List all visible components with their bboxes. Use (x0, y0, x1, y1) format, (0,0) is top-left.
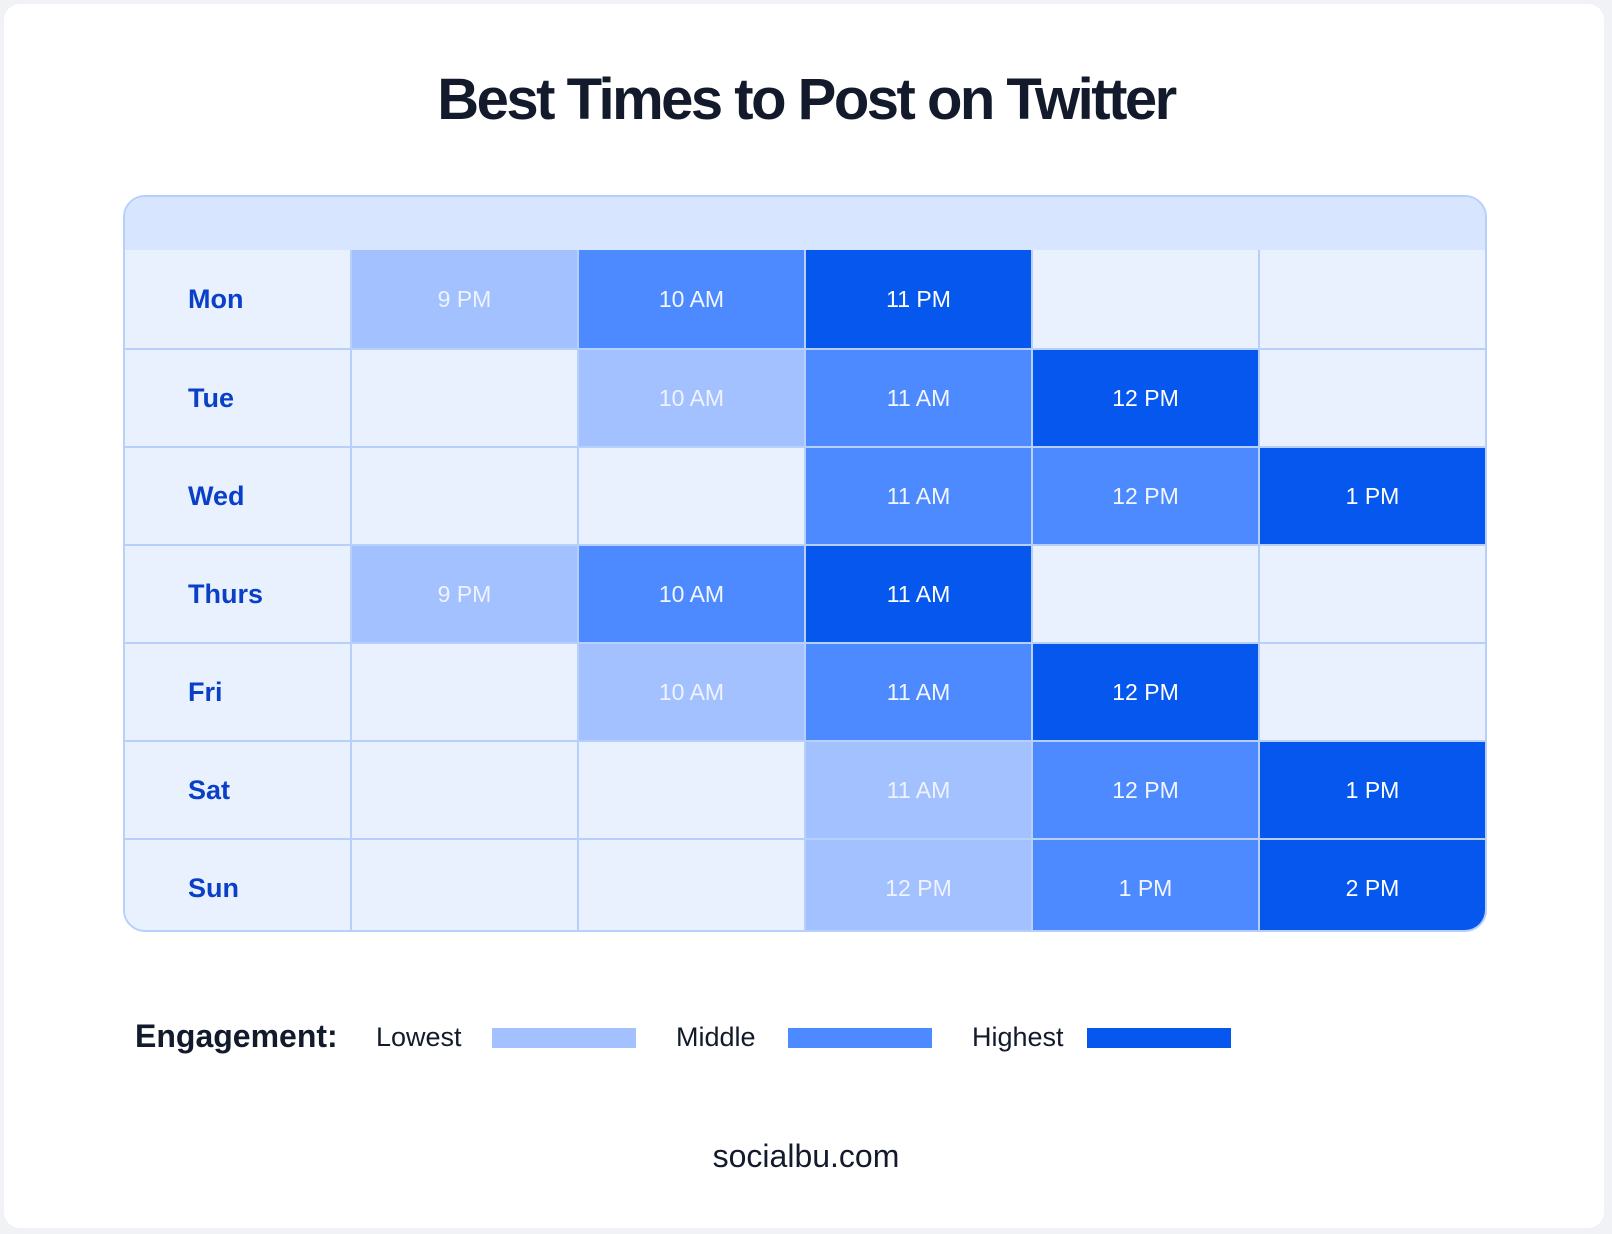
legend-swatch-middle (788, 1028, 932, 1048)
time-cell: 1 PM (1258, 448, 1485, 544)
legend-label-highest: Highest (972, 1022, 1064, 1052)
day-label: Sat (125, 742, 350, 838)
day-label: Thurs (125, 546, 350, 642)
table-header-strip (125, 197, 1485, 250)
time-cell: 11 AM (804, 644, 1031, 740)
empty-cell (1258, 350, 1485, 446)
day-label: Sun (125, 840, 350, 930)
time-cell: 11 AM (804, 350, 1031, 446)
table-row: Sat 11 AM 12 PM 1 PM (125, 740, 1485, 838)
time-cell: 12 PM (1031, 644, 1258, 740)
empty-cell (1031, 250, 1258, 348)
legend: Engagement: Lowest Middle Highest (0, 1018, 1612, 1058)
empty-cell (350, 742, 577, 838)
empty-cell (1258, 546, 1485, 642)
empty-cell (577, 448, 804, 544)
empty-cell (1258, 250, 1485, 348)
time-cell: 10 AM (577, 644, 804, 740)
time-cell: 12 PM (804, 840, 1031, 930)
heatmap-table: Mon 9 PM 10 AM 11 PM Tue 10 AM 11 AM 12 PM Wed 11… (123, 195, 1487, 932)
day-label: Wed (125, 448, 350, 544)
time-cell: 11 AM (804, 546, 1031, 642)
empty-cell (350, 840, 577, 930)
time-cell: 12 PM (1031, 350, 1258, 446)
empty-cell (350, 350, 577, 446)
day-label: Mon (125, 250, 350, 348)
empty-cell (350, 644, 577, 740)
time-cell: 10 AM (577, 250, 804, 348)
time-cell: 1 PM (1031, 840, 1258, 930)
table-row: Mon 9 PM 10 AM 11 PM (125, 250, 1485, 348)
table-row: Sun 12 PM 1 PM 2 PM (125, 838, 1485, 930)
time-cell: 9 PM (350, 546, 577, 642)
legend-label-lowest: Lowest (376, 1022, 462, 1052)
empty-cell (1031, 546, 1258, 642)
time-cell: 12 PM (1031, 742, 1258, 838)
table-row: Fri 10 AM 11 AM 12 PM (125, 642, 1485, 740)
empty-cell (350, 448, 577, 544)
table-row: Tue 10 AM 11 AM 12 PM (125, 348, 1485, 446)
table-row: Wed 11 AM 12 PM 1 PM (125, 446, 1485, 544)
legend-title: Engagement: (135, 1018, 338, 1054)
legend-label-middle: Middle (676, 1022, 756, 1052)
day-label: Tue (125, 350, 350, 446)
legend-swatch-lowest (492, 1028, 636, 1048)
empty-cell (1258, 644, 1485, 740)
time-cell: 11 PM (804, 250, 1031, 348)
empty-cell (577, 742, 804, 838)
day-label: Fri (125, 644, 350, 740)
time-cell: 2 PM (1258, 840, 1485, 930)
page-title: Best Times to Post on Twitter (437, 67, 1177, 132)
table-row: Thurs 9 PM 10 AM 11 AM (125, 544, 1485, 642)
time-cell: 11 AM (804, 448, 1031, 544)
time-cell: 10 AM (577, 350, 804, 446)
time-cell: 12 PM (1031, 448, 1258, 544)
time-cell: 10 AM (577, 546, 804, 642)
time-cell: 11 AM (804, 742, 1031, 838)
legend-swatch-highest (1087, 1028, 1231, 1048)
time-cell: 1 PM (1258, 742, 1485, 838)
empty-cell (577, 840, 804, 930)
time-cell: 9 PM (350, 250, 577, 348)
table-body: Mon 9 PM 10 AM 11 PM Tue 10 AM 11 AM 12 PM Wed 11… (125, 250, 1485, 930)
source-footer: socialbu.com (712, 1138, 900, 1174)
